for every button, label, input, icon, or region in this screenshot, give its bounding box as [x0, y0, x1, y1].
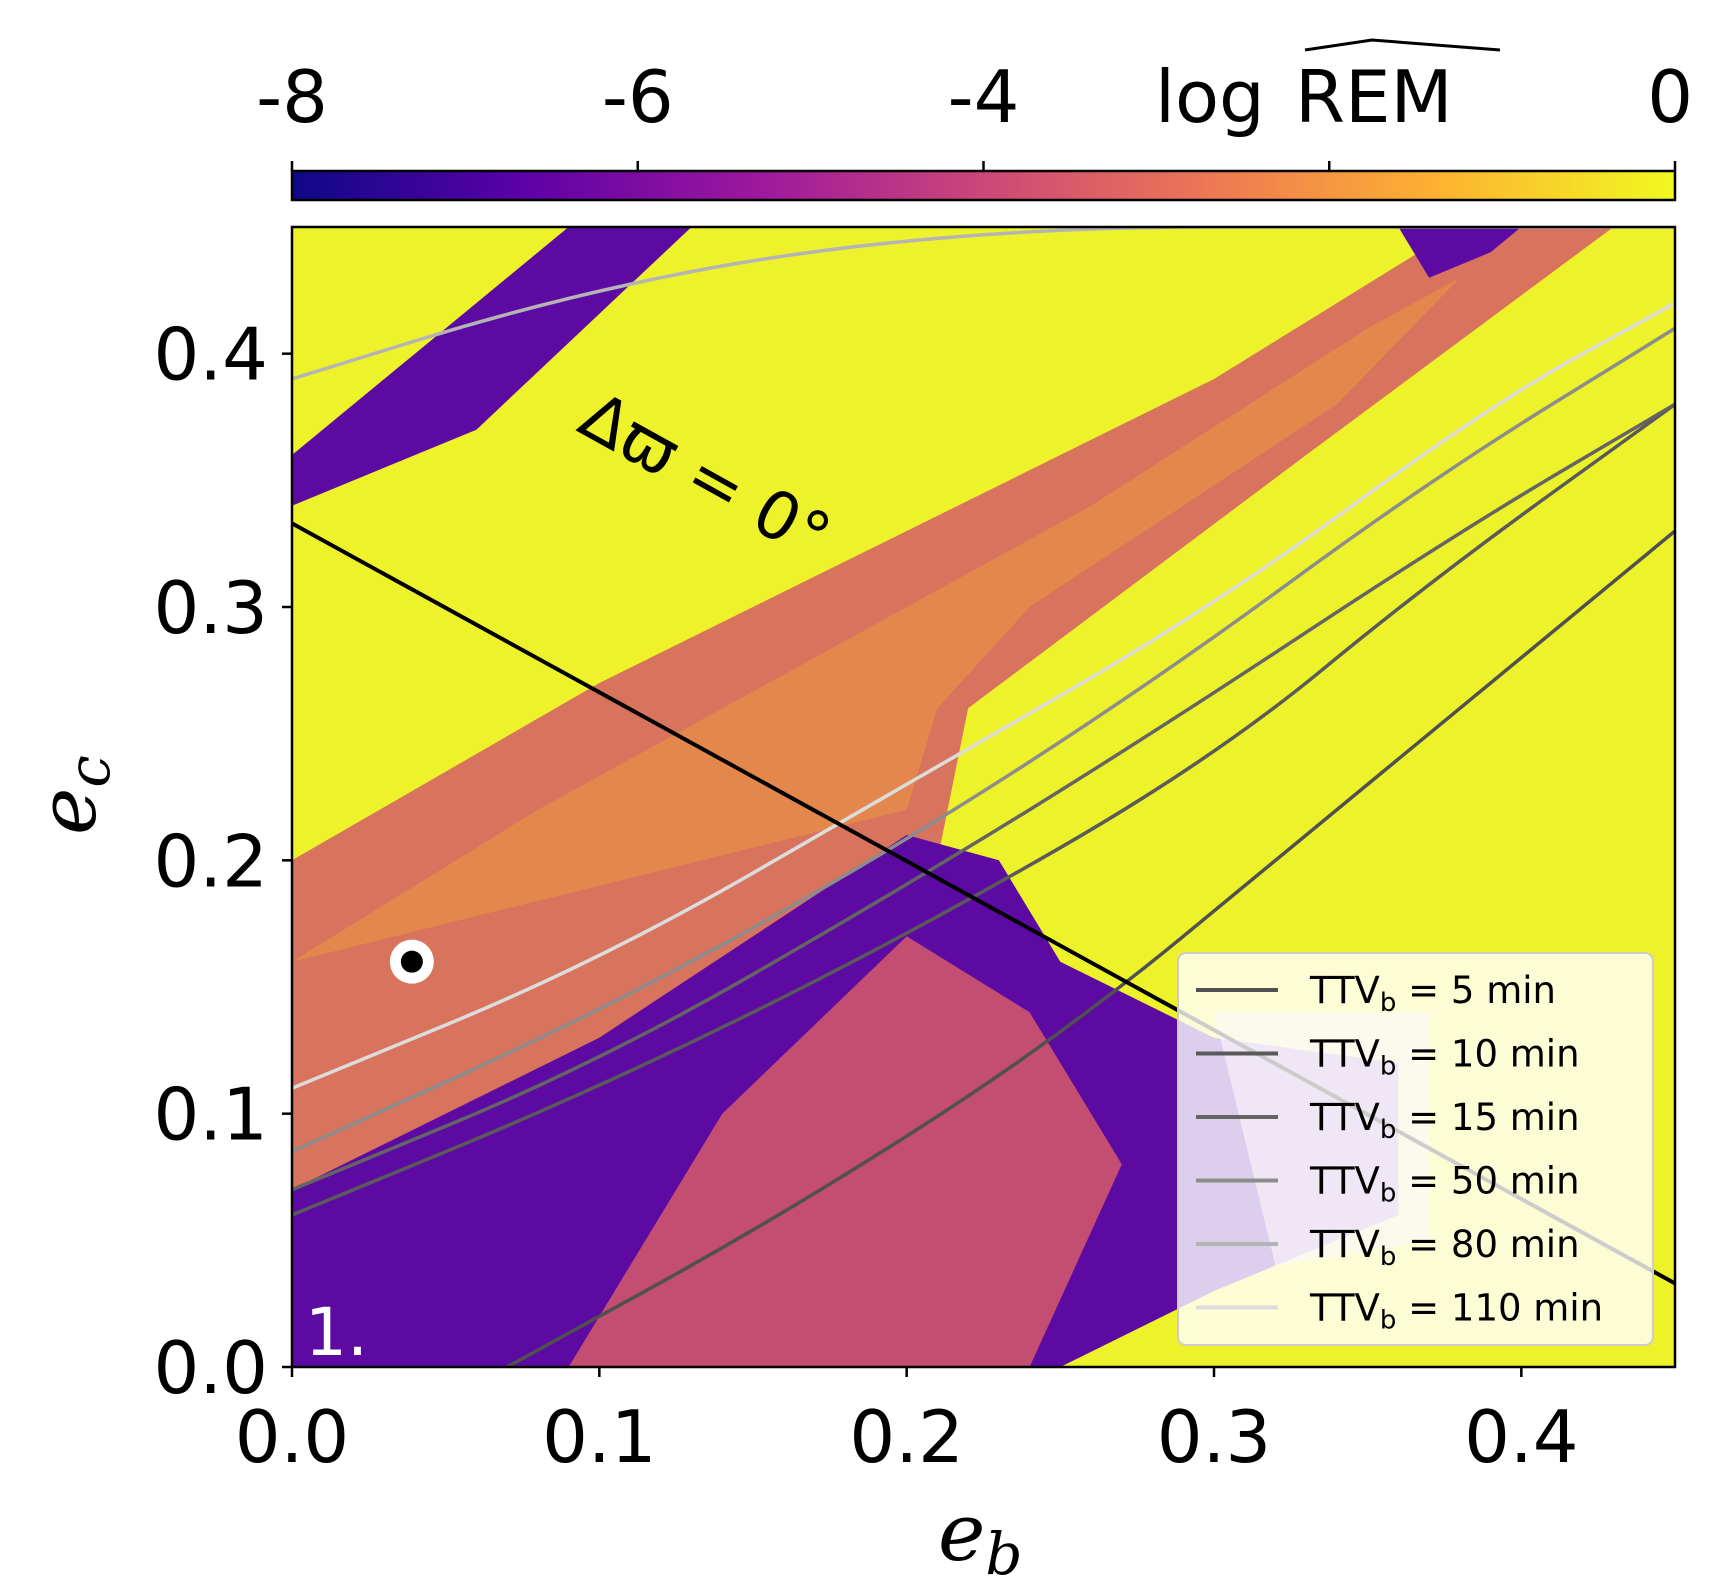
rem-fringe-outer: [292, 277, 1460, 962]
x-axis-label: eb: [938, 1486, 1022, 1588]
legend-entry-label: TTVb = 15 min: [1309, 1096, 1580, 1145]
y-tick-label: 0.4: [153, 313, 268, 397]
colorbar-tick-label: -8: [256, 55, 328, 139]
y-tick-label: 0.0: [153, 1326, 268, 1410]
y-axis-label: ec: [21, 755, 123, 835]
y-axis-ticks: 0.0 0.1 0.2 0.3 0.4: [153, 313, 292, 1410]
x-tick-label: 0.4: [1464, 1395, 1579, 1479]
plot-frame: [290, 225, 1677, 1369]
x-axis-ticks: 0.0 0.1 0.2 0.3 0.4: [235, 1367, 1579, 1479]
legend-entry-label: TTVb = 10 min: [1309, 1033, 1580, 1082]
colorbar-label-log: log: [1155, 55, 1265, 139]
contour-10-min: [292, 402, 1675, 1217]
x-tick-label: 0.1: [542, 1395, 657, 1479]
legend-entry-label: TTVb = 5 min: [1309, 969, 1556, 1018]
colorbar-bar: [290, 169, 1677, 202]
stable-band-top-right: [1398, 227, 1522, 278]
panel-label: 1.: [305, 1294, 368, 1371]
plot-area: [292, 227, 1675, 1367]
y-tick-label: 0.2: [153, 819, 268, 903]
ttv-contours: [292, 227, 1675, 1367]
x-tick-label: 0.0: [235, 1395, 350, 1479]
rem-hat-symbol: [1304, 38, 1501, 52]
colorbar-ticks: -8 -6 -4 0: [256, 55, 1693, 171]
x-tick-label: 0.3: [1157, 1395, 1272, 1479]
legend-box: [1177, 952, 1654, 1346]
contour-5-min: [506, 529, 1675, 1367]
stable-band-top-left: [292, 227, 692, 506]
rem-fringe-center: [568, 936, 1122, 1367]
contour-110-min: [292, 301, 1675, 1090]
colorbar-label-rem: REM: [1295, 55, 1453, 139]
system-marker: [389, 939, 434, 984]
colorbar-tick-label: 0: [1647, 55, 1693, 139]
system-marker-dot: [400, 950, 423, 973]
legend-entry-label: TTVb = 110 min: [1309, 1287, 1603, 1336]
colorbar-tick-label: -4: [948, 55, 1020, 139]
contour-80-min: [292, 227, 1675, 381]
legend-entry-label: TTVb = 80 min: [1309, 1223, 1580, 1272]
y-tick-label: 0.3: [153, 566, 268, 650]
legend-entry-label: TTVb = 50 min: [1309, 1160, 1580, 1209]
x-tick-label: 0.2: [849, 1395, 964, 1479]
colorbar: -8 -6 -4 0 log REM: [256, 38, 1693, 202]
contour-50-min: [292, 326, 1675, 1154]
y-tick-label: 0.1: [153, 1073, 268, 1157]
legend: TTVb = 5 min TTVb = 10 min TTVb = 15 min TT…: [1196, 969, 1603, 1336]
colorbar-tick-label: -6: [602, 55, 674, 139]
contour-15-min: [292, 402, 1675, 1192]
